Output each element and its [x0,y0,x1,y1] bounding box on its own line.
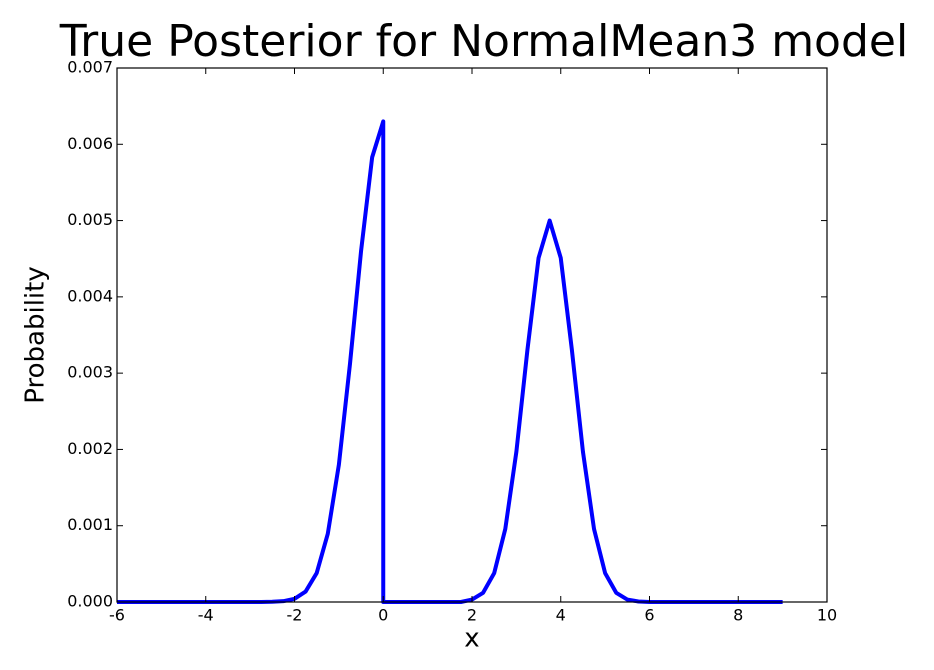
line-series [117,119,783,604]
x-tick-label: 2 [467,606,477,625]
x-tick-label: -2 [287,606,303,625]
x-tick-label: 8 [733,606,743,625]
x-tick-label: 10 [817,606,837,625]
y-tick-label: 0.001 [67,515,113,534]
x-tick-label: 6 [644,606,654,625]
x-tick-label: -6 [109,606,125,625]
chart-title: True Posterior for NormalMean3 model [59,16,908,67]
y-axis-label: Probability [21,266,51,403]
y-tick-label: 0.004 [67,286,113,305]
plot-frame [116,67,828,603]
y-tick-label: 0.002 [67,439,113,458]
y-tick-label: 0.007 [67,58,113,77]
y-tick-label: 0.000 [67,592,113,611]
y-tick-label: 0.006 [67,134,113,153]
x-tick-label: 4 [556,606,566,625]
x-axis-label: x [464,624,479,654]
y-tick-label: 0.005 [67,210,113,229]
x-tick-label: 0 [378,606,388,625]
y-tick-label: 0.003 [67,363,113,382]
x-tick-label: -4 [198,606,214,625]
